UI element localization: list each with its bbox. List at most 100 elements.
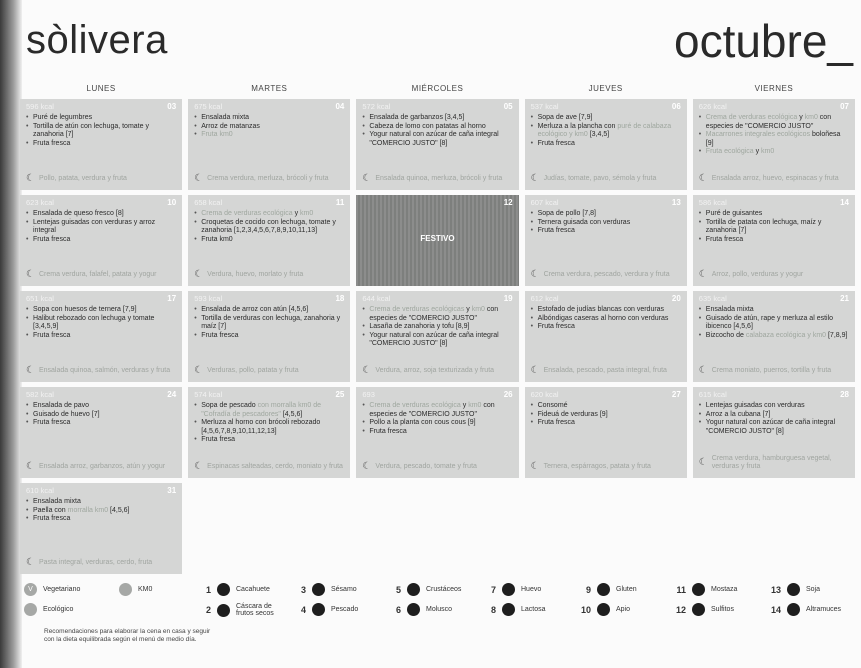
kcal-label: 610 kcal <box>26 486 54 495</box>
menu-item-text: con especies de "COMERCIO JUSTO" <box>369 402 495 418</box>
dinner-text: Crema verdura, merluza, brócoli y fruta <box>207 175 329 183</box>
menu-item: Sopa de pollo [7,8] <box>531 210 681 219</box>
day-number: 18 <box>335 294 345 303</box>
menu-item: Fruta fresca <box>699 236 849 245</box>
allergen-apio: 10 Apio <box>579 603 630 616</box>
weekday-header: JUEVES <box>588 84 623 93</box>
menu-item-text: [3,4,5] <box>587 131 610 139</box>
menu-items: Puré de guisantesTortilla de patata con … <box>699 210 849 244</box>
menu-item-text: morralla km0 <box>67 506 109 514</box>
day-number: 24 <box>167 390 177 399</box>
weekday-header: MIÉRCOLES <box>411 84 464 93</box>
menu-items: Puré de legumbresTortilla de atún con le… <box>26 114 176 148</box>
menu-item-text: Lentejas guisadas con verduras y arroz i… <box>33 218 156 235</box>
menu-items: Ensalada mixtaGuisado de atún, rape y me… <box>699 306 849 340</box>
dinner-text: Espinacas salteadas, cerdo, moniato y fr… <box>207 463 343 471</box>
menu-items: Ensalada de garbanzos [3,4,5]Cabeza de l… <box>362 114 512 148</box>
dinner-suggestion: ☾ Verdura, pescado, tomate y fruta <box>362 462 512 472</box>
dinner-suggestion: ☾ Crema verdura, pescado, verdura y fruta <box>531 270 681 280</box>
kcal-label: 612 kcal <box>530 294 559 303</box>
menu-item: Sopa de pescado con morralla km0 de "Cof… <box>194 402 344 419</box>
kcal-label: 593 kcal <box>194 294 223 303</box>
menu-item-text: Puré de guisantes <box>705 210 763 217</box>
menu-item-text: Fruta fresca <box>705 235 744 243</box>
menu-item: Cabeza de lomo con patatas al horno <box>362 123 512 132</box>
menu-item-text: con morralla km0 de "Cofradía de pescado… <box>201 402 322 418</box>
kcal-label: 574 kcal <box>194 390 223 399</box>
menu-item-text: [7,8,9] <box>826 331 848 339</box>
day-card: 658 kcal Crema de verduras ecológica y km… <box>188 195 351 286</box>
allergen-icon <box>597 603 610 616</box>
menu-item-text: Yogur natural con azúcar de caña integra… <box>705 419 836 435</box>
menu-item: Crema de verduras ecológicas y km0 con e… <box>362 306 512 323</box>
kcal-label: 607 kcal <box>530 198 559 207</box>
moon-icon: ☾ <box>530 173 540 185</box>
menu-item-text: Ensalada mixta <box>201 114 250 121</box>
menu-item-text: [4,5,6] <box>280 410 303 418</box>
menu-item: Ensalada de garbanzos [3,4,5] <box>362 114 512 123</box>
day-number: 20 <box>671 294 681 303</box>
menu-item: Yogur natural con azúcar de caña integra… <box>362 131 512 148</box>
menu-item: Fruta fresca <box>531 419 681 428</box>
kcal-label: 620 kcal <box>530 390 559 399</box>
allergen-label: Sésamo <box>331 586 357 593</box>
menu-item: Fruta fresca <box>26 419 176 428</box>
menu-item: Albóndigas caseras al horno con verduras <box>531 315 681 324</box>
day-card: 615 kcal Lentejas guisadas con verdurasAr… <box>692 387 855 478</box>
menu-item: Fruta fresca <box>26 236 176 245</box>
allergen-lactosa: 8 Lactosa <box>484 603 546 616</box>
moon-icon: ☾ <box>194 173 204 185</box>
allergen-number: 11 <box>676 584 686 595</box>
menu-item-text: Yogur natural con azúcar de caña integra… <box>369 131 499 147</box>
allergen-label: Molusco <box>426 606 453 613</box>
menu-item-text: Croquetas de cocido con lechuga, tomate … <box>201 218 336 235</box>
menu-item-text: Tortilla de verduras con lechuga, zanaho… <box>201 314 341 331</box>
menu-item: Arroz a la cubana [7] <box>699 411 849 420</box>
menu-item-text: Fruta ecológica <box>705 148 756 156</box>
day-card: 607 kcal Sopa de pollo [7,8]Ternera guisa… <box>524 195 687 286</box>
allergen-c-scara-de-frutos-secos: 2 Cáscara de frutos secos <box>199 603 281 617</box>
menu-item-text: Albóndigas caseras al horno con verduras <box>537 314 669 322</box>
menu-item-text: Fruta fresca <box>33 515 71 523</box>
menu-item: Guisado de atún, rape y merluza al estil… <box>699 315 849 332</box>
allergen-icon <box>407 583 420 596</box>
allergen-icon <box>692 603 705 616</box>
day-card: 612 kcal Estofado de judías blancas con v… <box>524 291 687 382</box>
dinner-suggestion: ☾ Crema verdura, hamburguesa vegetal, ver… <box>699 455 849 472</box>
kcal-label: 635 kcal <box>698 294 727 303</box>
legend-ecologico: Ecológico <box>24 603 73 616</box>
day-number: 10 <box>167 198 177 207</box>
allergen-soja: 13 Soja <box>769 583 820 596</box>
menu-items: Crema de verduras ecológica y km0Croquet… <box>194 210 344 244</box>
day-number: 27 <box>671 390 681 399</box>
menu-item: Fruta km0 <box>194 236 344 245</box>
kcal-label: 626 kcal <box>698 102 727 111</box>
day-number: 05 <box>503 102 513 111</box>
dinner-text: Verduras, pollo, patata y fruta <box>207 367 299 375</box>
menu-item: Ensalada de arroz con atún [4,5,6] <box>194 306 344 315</box>
allergen-mostaza: 11 Mostaza <box>674 583 737 596</box>
allergen-label: Mostaza <box>711 586 738 593</box>
menu-item-text: Fruta fresca <box>537 227 575 235</box>
day-number: 12 <box>503 198 513 207</box>
menu-items: Crema de verduras ecológica y km0 con es… <box>362 402 512 436</box>
moon-icon: ☾ <box>26 173 35 185</box>
day-number: 25 <box>335 390 345 399</box>
menu-item-text: boloñesa [9] <box>705 131 841 147</box>
allergen-label: Altramuces <box>806 606 842 613</box>
allergen-s-samo: 3 Sésamo <box>294 583 357 596</box>
dinner-suggestion: ☾ Ensalada, pescado, pasta integral, frut… <box>531 366 681 376</box>
dinner-suggestion: ☾ Verduras, pollo, patata y fruta <box>194 366 344 376</box>
menu-item: Ensalada de queso fresco [8] <box>26 210 176 219</box>
moon-icon: ☾ <box>698 173 708 185</box>
moon-icon: ☾ <box>362 173 372 185</box>
menu-item-text: Ensalada de arroz con atún [4,5,6] <box>201 306 309 313</box>
menu-items: Ensalada de arroz con atún [4,5,6]Tortil… <box>194 306 344 340</box>
moon-icon: ☾ <box>698 457 708 469</box>
menu-item: Fruta fresca <box>26 332 176 341</box>
menu-item: Yogur natural con azúcar de caña integra… <box>362 332 512 349</box>
moon-icon: ☾ <box>194 269 204 281</box>
day-number: 13 <box>671 198 681 207</box>
menu-item: Fruta fresca <box>531 140 681 149</box>
allergen-molusco: 6 Molusco <box>389 603 452 616</box>
